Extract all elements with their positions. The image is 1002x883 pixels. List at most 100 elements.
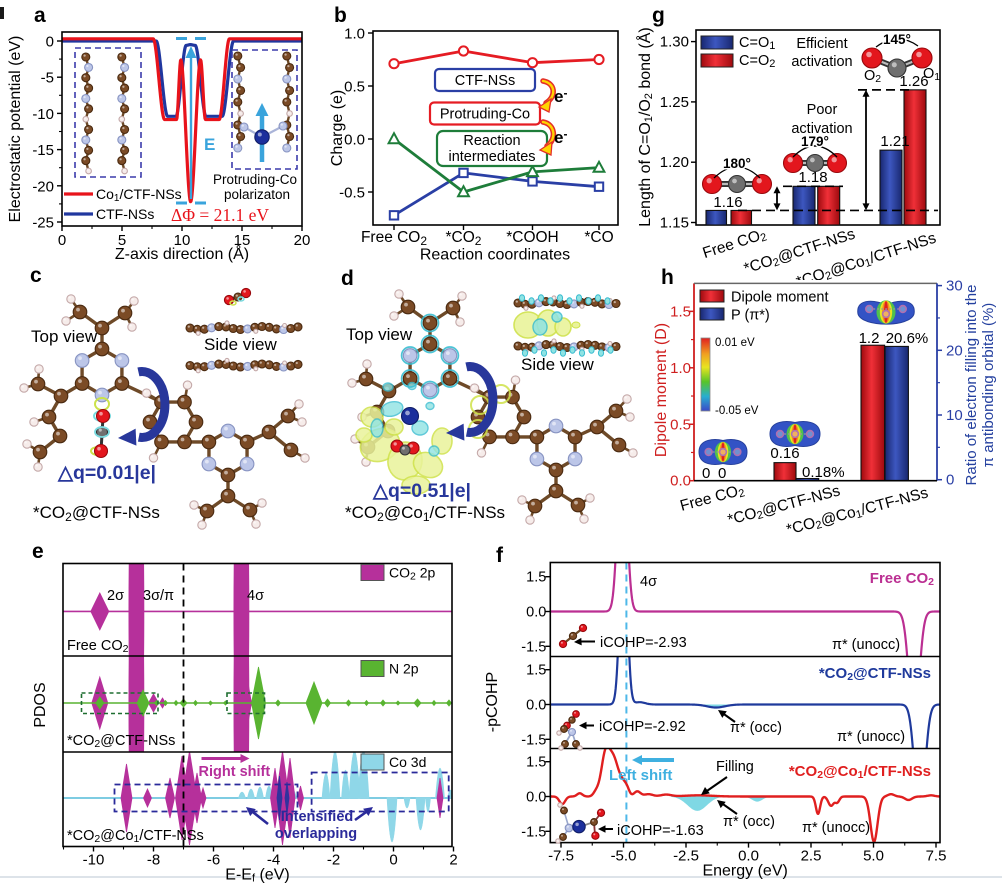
svg-text:0: 0 <box>46 34 54 51</box>
svg-text:f: f <box>496 544 504 567</box>
svg-text:c: c <box>30 265 42 287</box>
svg-text:CTF-NSs: CTF-NSs <box>455 73 515 89</box>
svg-text:-8: -8 <box>147 852 160 869</box>
svg-text:1.5: 1.5 <box>526 755 546 771</box>
svg-text:Dipole moment: Dipole moment <box>731 290 829 306</box>
svg-text:*CO2@CTF-NSs: *CO2@CTF-NSs <box>33 503 160 524</box>
svg-text:0.16: 0.16 <box>770 445 799 462</box>
svg-text:e: e <box>32 540 44 563</box>
svg-text:-1.5: -1.5 <box>521 824 546 840</box>
svg-text:1.16: 1.16 <box>713 194 742 211</box>
svg-text:5: 5 <box>118 232 126 249</box>
svg-text:-7.5: -7.5 <box>548 848 574 865</box>
svg-text:Dipole moment (D): Dipole moment (D) <box>653 323 670 457</box>
svg-text:20: 20 <box>294 232 311 249</box>
svg-text:C=O2: C=O2 <box>739 53 775 70</box>
svg-text:iCOHP=-1.63: iCOHP=-1.63 <box>617 823 704 839</box>
svg-text:h: h <box>661 266 674 289</box>
svg-text:10: 10 <box>174 232 191 249</box>
svg-text:4σ: 4σ <box>640 574 657 590</box>
svg-text:activation: activation <box>791 54 852 70</box>
svg-text:π* (unocc): π* (unocc) <box>837 729 905 745</box>
svg-text:0: 0 <box>58 232 66 249</box>
svg-text:1.25: 1.25 <box>660 94 689 111</box>
svg-text:iCOHP=-2.93: iCOHP=-2.93 <box>600 635 687 651</box>
svg-text:0.0: 0.0 <box>670 473 691 490</box>
svg-text:Side view: Side view <box>204 335 277 354</box>
svg-text:0.0: 0.0 <box>526 698 546 714</box>
svg-text:CTF-NSs: CTF-NSs <box>96 206 154 222</box>
svg-text:10: 10 <box>946 407 963 424</box>
svg-text:30: 30 <box>946 278 963 295</box>
svg-text:iCOHP=-2.92: iCOHP=-2.92 <box>599 719 686 735</box>
svg-text:5.0: 5.0 <box>863 848 884 865</box>
svg-text:-6: -6 <box>207 852 220 869</box>
svg-text:-2.5: -2.5 <box>673 848 699 865</box>
svg-text:Reaction coordinates: Reaction coordinates <box>420 247 570 264</box>
svg-text:Energy (eV): Energy (eV) <box>702 863 787 880</box>
svg-text:a: a <box>34 4 46 27</box>
svg-text:-1.5: -1.5 <box>521 732 546 748</box>
svg-text:-pCOHP: -pCOHP <box>484 672 501 732</box>
svg-text:0.0: 0.0 <box>526 605 546 621</box>
svg-text:*COOH: *COOH <box>506 229 559 246</box>
svg-text:E: E <box>204 135 215 154</box>
svg-text:1.2: 1.2 <box>859 330 880 347</box>
svg-text:△q=0.01|e|: △q=0.01|e| <box>57 462 156 484</box>
svg-text:e-: e- <box>554 127 567 147</box>
svg-text:Top view: Top view <box>31 327 98 346</box>
svg-text:Protruding-Co: Protruding-Co <box>440 107 530 123</box>
svg-text:Top view: Top view <box>346 325 413 344</box>
svg-text:Left shift: Left shift <box>609 767 672 784</box>
svg-text:Efficient: Efficient <box>796 36 847 52</box>
svg-text:Co1/CTF-NSs: Co1/CTF-NSs <box>96 186 182 204</box>
svg-text:π antibonding orbital (%): π antibonding orbital (%) <box>980 303 997 468</box>
svg-text:0.0: 0.0 <box>738 848 759 865</box>
svg-text:ΔΦ = 21.1 eV: ΔΦ = 21.1 eV <box>171 205 269 225</box>
svg-text:0.01 eV: 0.01 eV <box>715 337 755 349</box>
svg-text:Free CO2: Free CO2 <box>361 229 427 248</box>
svg-text:4σ: 4σ <box>247 588 264 604</box>
svg-text:-20: -20 <box>32 178 54 195</box>
svg-text:Poor: Poor <box>807 102 838 118</box>
svg-text:1.21: 1.21 <box>880 133 909 150</box>
svg-text:d: d <box>341 267 354 290</box>
svg-text:Right shift: Right shift <box>199 764 271 780</box>
svg-text:π* (occ): π* (occ) <box>730 720 782 736</box>
svg-text:Charge (e): Charge (e) <box>330 90 346 166</box>
svg-text:Protruding-Co: Protruding-Co <box>213 172 297 187</box>
svg-text:-2: -2 <box>327 852 340 869</box>
svg-text:0.5: 0.5 <box>670 416 691 433</box>
svg-text:0.18%: 0.18% <box>802 464 845 481</box>
svg-text:-15: -15 <box>32 142 54 159</box>
svg-text:2.5: 2.5 <box>801 848 822 865</box>
svg-text:-10: -10 <box>32 106 54 123</box>
svg-text:Z-axis direction (Å): Z-axis direction (Å) <box>115 244 249 263</box>
svg-text:b: b <box>334 4 347 27</box>
svg-text:-5.0: -5.0 <box>611 848 637 865</box>
svg-text:intermediates: intermediates <box>448 149 535 165</box>
svg-text:20.6%: 20.6% <box>886 330 929 347</box>
svg-text:0: 0 <box>718 465 726 482</box>
svg-text:0.0: 0.0 <box>344 132 365 149</box>
svg-text:-4: -4 <box>267 852 280 869</box>
svg-text:CO2 2p: CO2 2p <box>389 565 436 583</box>
svg-text:1.5: 1.5 <box>526 570 546 586</box>
svg-text:*CO2@Co1/CTF-NSs: *CO2@Co1/CTF-NSs <box>789 763 931 781</box>
svg-text:-5: -5 <box>41 70 54 87</box>
svg-text:Reaction: Reaction <box>463 133 520 149</box>
svg-text:Length of C=O1/O2 bond (Å): Length of C=O1/O2 bond (Å) <box>635 27 655 226</box>
svg-text:1.5: 1.5 <box>526 663 546 679</box>
svg-text:Ratio of electron filling into: Ratio of electron filling into the <box>963 285 980 486</box>
svg-text:0: 0 <box>702 465 710 482</box>
svg-text:*CO2@CTF-NSs: *CO2@CTF-NSs <box>67 733 175 750</box>
svg-text:E-Ef (eV): E-Ef (eV) <box>225 867 289 883</box>
svg-text:7.5: 7.5 <box>926 848 947 865</box>
svg-text:145°: 145° <box>883 32 911 47</box>
svg-text:π* (unocc): π* (unocc) <box>802 820 870 836</box>
svg-text:2: 2 <box>449 852 457 869</box>
svg-text:*CO2@Co1/CTF-NSs: *CO2@Co1/CTF-NSs <box>345 503 505 524</box>
svg-text:*CO2@Co1/CTF-NSs: *CO2@Co1/CTF-NSs <box>67 828 204 845</box>
svg-text:20: 20 <box>946 342 963 359</box>
svg-text:*CO: *CO <box>584 229 613 246</box>
